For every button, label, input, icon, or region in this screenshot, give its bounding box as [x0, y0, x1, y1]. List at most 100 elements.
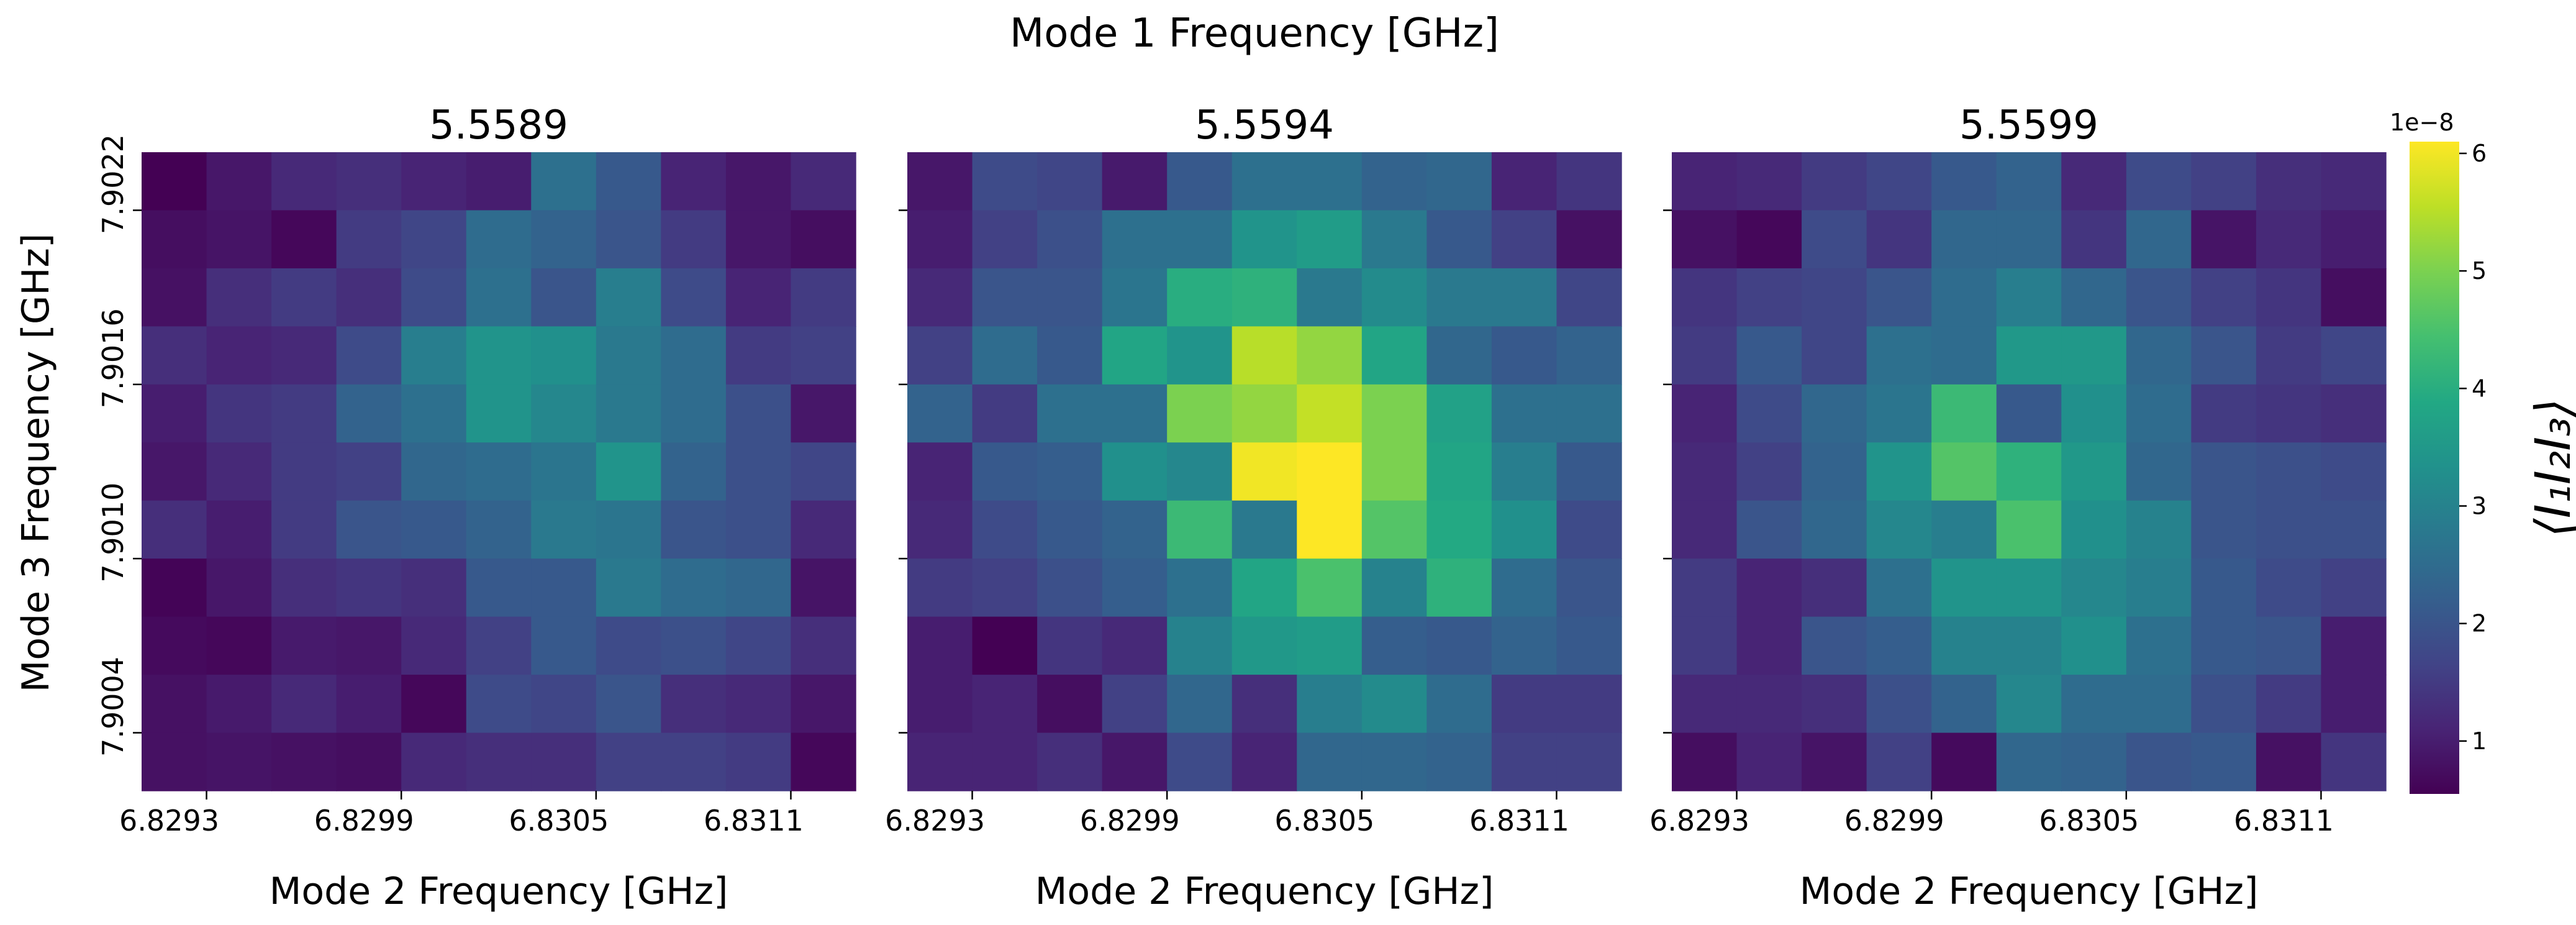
heatmap-cell [1167, 210, 1233, 269]
heatmap-cell [1231, 558, 1297, 617]
heatmap-cell [1996, 732, 2062, 791]
heatmap-cell [401, 268, 467, 327]
heatmap-cell [1102, 732, 1168, 791]
heatmap-cell [466, 442, 532, 501]
heatmap-cell [1672, 616, 1738, 675]
x-tick-label: 6.8311 [2234, 804, 2334, 837]
heatmap-cell [725, 268, 792, 327]
heatmap-cell [1037, 210, 1103, 269]
heatmap-cell [1297, 558, 1363, 617]
y-tick-label: 7.9016 [96, 308, 130, 408]
heatmap-cell [466, 268, 532, 327]
heatmap-cell [791, 675, 856, 734]
heatmap-cell [1361, 210, 1428, 269]
heatmap-cell [1996, 442, 2062, 501]
heatmap-cell [1556, 732, 1622, 791]
heatmap-cell [1037, 152, 1103, 211]
colorbar-tick-label: 5 [2472, 257, 2487, 285]
heatmap-cell [972, 616, 1038, 675]
heatmap-cell [1167, 558, 1233, 617]
heatmap-cell [1361, 326, 1428, 385]
heatmap-cell [1802, 210, 1867, 269]
heatmap-cell [1102, 616, 1168, 675]
heatmap-cell [401, 675, 467, 734]
heatmap-cell [972, 210, 1038, 269]
heatmap-cell [1996, 210, 2062, 269]
heatmap-cell [271, 210, 337, 269]
heatmap-panels: 5.5589 6.8293 6.8299 6.8305 6.8311 7.9022 7.90… [96, 103, 2387, 913]
heatmap-cell [1672, 442, 1738, 501]
heatmap-cell [271, 384, 337, 443]
heatmap-cell [1297, 500, 1363, 559]
heatmap-cell [2191, 210, 2257, 269]
heatmap-cell [2061, 152, 2127, 211]
heatmap-cell [1996, 558, 2062, 617]
heatmap-cell [1802, 500, 1867, 559]
heatmap-cell [972, 326, 1038, 385]
heatmap-cell [1996, 675, 2062, 734]
heatmap-cell [596, 384, 662, 443]
y-axis-label: Mode 3 Frequency [GHz] [14, 234, 58, 693]
colorbar-tick-label: 2 [2472, 610, 2487, 637]
heatmap-cell [2126, 152, 2192, 211]
heatmap-cell [907, 500, 973, 559]
heatmap-cell [2321, 616, 2387, 675]
heatmap-cell [1231, 442, 1297, 501]
heatmap-cell [2256, 384, 2322, 443]
colorbar: 1e−8 1 2 3 4 5 6 ⟨I₁I₂I₃⟩ [2390, 109, 2576, 794]
x-axis-label: Mode 2 Frequency [GHz] [1800, 870, 2259, 913]
heatmap-cell [1102, 442, 1168, 501]
heatmap-cell [791, 268, 856, 327]
heatmap-cell [791, 558, 856, 617]
heatmap-cell [2061, 442, 2127, 501]
heatmap-cell [1102, 210, 1168, 269]
heatmap-cell [1231, 500, 1297, 559]
heatmap-cell [1167, 616, 1233, 675]
y-tick-label: 7.9022 [96, 134, 130, 234]
heatmap-cell [2191, 326, 2257, 385]
heatmap-cell [1736, 675, 1802, 734]
heatmap-cell [1802, 558, 1867, 617]
heatmap-cell [142, 384, 207, 443]
heatmap-cell [1931, 500, 1997, 559]
heatmap-cell [142, 210, 207, 269]
heatmap-cell [1426, 732, 1492, 791]
heatmap-cell [206, 675, 272, 734]
heatmap-cell [1672, 268, 1738, 327]
heatmap-cell [2321, 675, 2387, 734]
heatmap-cell [271, 732, 337, 791]
heatmap-cell [791, 500, 856, 559]
heatmap-cell [1556, 268, 1622, 327]
heatmap-cell [1736, 558, 1802, 617]
heatmap-cell [401, 558, 467, 617]
heatmap-cell [1491, 210, 1558, 269]
heatmap-cell [1672, 558, 1738, 617]
heatmap-cell [1736, 268, 1802, 327]
heatmap-cell [466, 326, 532, 385]
heatmap-cell [1037, 558, 1103, 617]
colorbar-tick-label: 6 [2472, 140, 2487, 167]
heatmap-cell [1866, 732, 1932, 791]
heatmap-cell [2321, 210, 2387, 269]
heatmap-cell [661, 326, 727, 385]
heatmap-cell [725, 558, 792, 617]
heatmap-cell [336, 675, 402, 734]
heatmap-cell [1866, 675, 1932, 734]
heatmap-cell [1491, 732, 1558, 791]
heatmap-cell [791, 210, 856, 269]
heatmap-cell [1736, 152, 1802, 211]
heatmap-cell [972, 268, 1038, 327]
heatmap-panel: 5.5589 6.8293 6.8299 6.8305 6.8311 7.9022 7.90… [96, 103, 856, 913]
heatmap-cell [531, 616, 597, 675]
heatmap-cell [596, 326, 662, 385]
heatmap-cell [206, 558, 272, 617]
heatmap-cell [1556, 210, 1622, 269]
x-tick-label: 6.8293 [885, 804, 985, 837]
panel-title: 5.5599 [1959, 103, 2098, 148]
heatmap-cell [1426, 616, 1492, 675]
heatmap-cell [1102, 558, 1168, 617]
heatmap-cell [1802, 326, 1867, 385]
heatmap-cell [1231, 675, 1297, 734]
heatmap-cell [907, 732, 973, 791]
heatmap-cell [531, 384, 597, 443]
